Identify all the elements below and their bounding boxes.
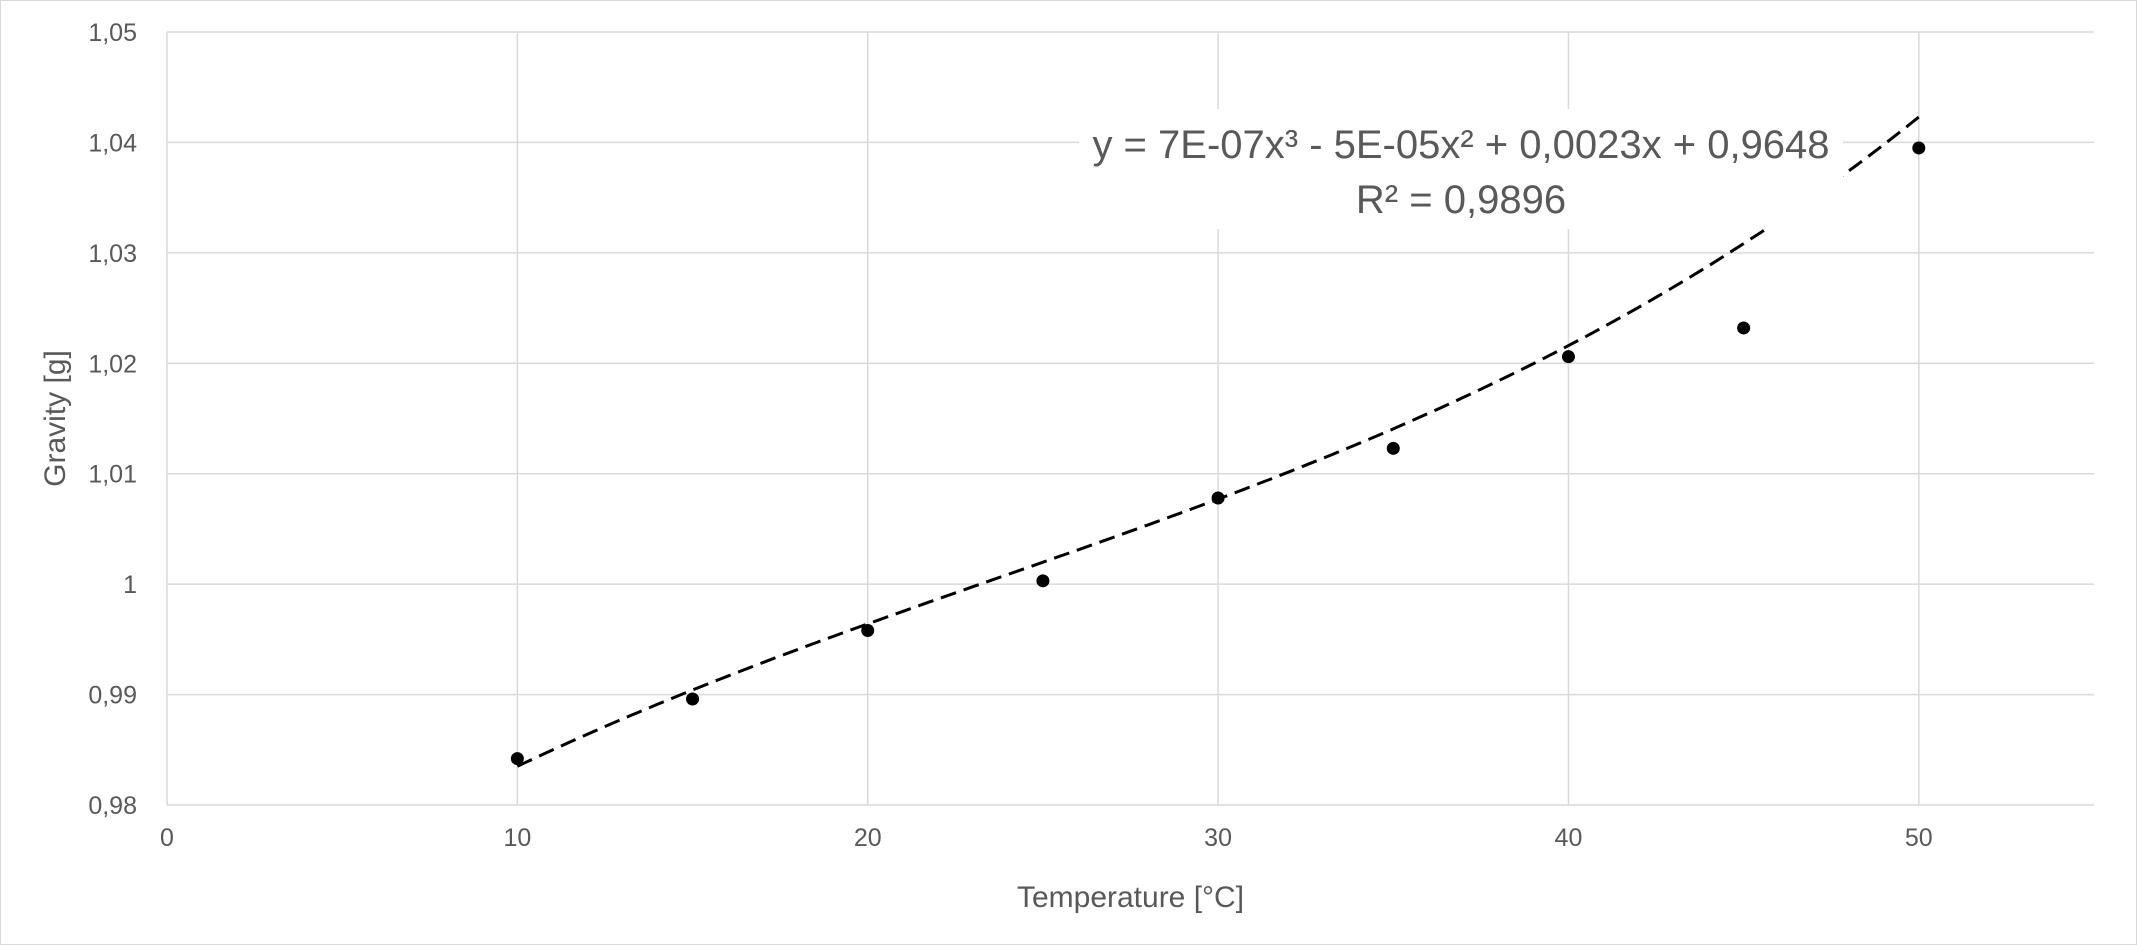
trendline-equation-box: y = 7E-07x³ - 5E-05x² + 0,0023x + 0,9648… [1079,109,1843,229]
data-point [1211,491,1225,505]
y-tick-label: 1,03 [88,240,137,268]
y-tick-label: 1 [123,571,137,599]
data-point [1912,141,1926,155]
data-point [1561,350,1575,364]
x-tick-label: 0 [160,824,174,852]
trendline-equation-background [1079,109,1843,229]
x-tick-label: 10 [503,824,531,852]
axes [166,32,2094,806]
trendline-equation: y = 7E-07x³ - 5E-05x² + 0,0023x + 0,9648 [1092,123,1829,167]
y-tick-label: 1,01 [88,461,137,489]
y-axis-title: Gravity [g] [39,350,72,487]
data-point [510,752,524,766]
x-tick-label: 20 [854,824,882,852]
y-tick-label: 1,05 [88,19,137,47]
data-point [1386,441,1400,455]
trendline-r-squared: R² = 0,9896 [1356,178,1566,222]
y-tick-label: 0,98 [88,792,137,820]
data-point [1036,574,1050,588]
y-tick-label: 1,02 [88,350,137,378]
x-tick-label: 30 [1204,824,1232,852]
x-tick-label: 40 [1555,824,1583,852]
x-tick-label: 50 [1905,824,1933,852]
data-points [510,141,1926,766]
tick-labels: 0,98 0,99 1 1,01 1,02 1,03 1,04 1,05 0 10 20 30 40 50 [88,19,1932,852]
x-axis-title: Temperature [°C] [1017,881,1244,914]
data-point [686,692,700,706]
data-point [1737,321,1751,335]
y-tick-label: 0,99 [88,682,137,710]
data-point [861,624,875,638]
y-tick-label: 1,04 [88,129,137,157]
